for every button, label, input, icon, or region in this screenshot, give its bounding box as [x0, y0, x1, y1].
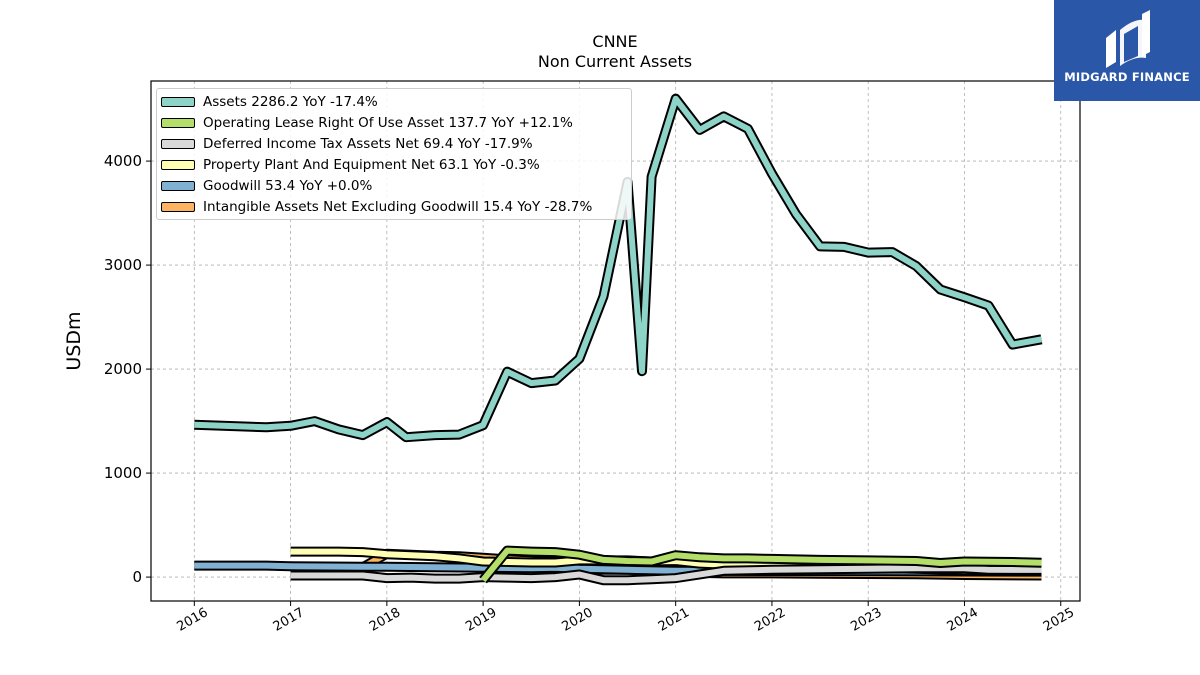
x-tick-label: 2023 [848, 605, 884, 635]
series-1-line [480, 547, 1042, 583]
x-tick-label: 2019 [463, 605, 499, 635]
legend-label: Goodwill 53.4 YoY +0.0% [203, 178, 373, 194]
legend-label: Assets 2286.2 YoY -17.4% [203, 94, 378, 110]
legend-item: Assets 2286.2 YoY -17.4% [161, 93, 378, 111]
y-tick-label: 1000 [104, 464, 142, 482]
series-layer [194, 93, 1043, 586]
y-tick-label: 3000 [104, 256, 142, 274]
y-tick-label: 4000 [104, 152, 142, 170]
x-tick-label: 2016 [174, 605, 210, 635]
y-tick-label: 2000 [104, 360, 142, 378]
legend-label: Deferred Income Tax Assets Net 69.4 YoY … [203, 136, 533, 152]
legend-label: Operating Lease Right Of Use Asset 137.7… [203, 115, 573, 131]
brand-logo: MIDGARD FINANCE [1054, 0, 1200, 101]
y-tick-label: 0 [132, 568, 142, 586]
legend-swatch [161, 202, 195, 212]
legend-swatch [161, 97, 195, 107]
x-tick-label: 2024 [945, 605, 981, 635]
x-tick-label: 2018 [367, 605, 403, 635]
legend-swatch [161, 181, 195, 191]
y-axis-label: USDm [63, 311, 85, 370]
chart-subtitle: Non Current Assets [537, 52, 693, 71]
legend-label: Property Plant And Equipment Net 63.1 Yo… [203, 157, 540, 173]
plot-border [150, 80, 1081, 602]
series-2-line [290, 565, 1042, 584]
x-tick-label: 2025 [1041, 605, 1077, 635]
series-0-line [194, 95, 1043, 441]
legend-swatch [161, 160, 195, 170]
legend-swatch [161, 118, 195, 128]
legend-item: Operating Lease Right Of Use Asset 137.7… [161, 114, 573, 132]
x-tick-label: 2021 [656, 605, 692, 635]
legend-item: Intangible Assets Net Excluding Goodwill… [161, 198, 592, 216]
logo-mark-icon [1106, 10, 1150, 68]
legend-swatch [161, 139, 195, 149]
x-tick-label: 2017 [271, 605, 307, 635]
x-tick-label: 2022 [752, 605, 788, 635]
legend-item: Deferred Income Tax Assets Net 69.4 YoY … [161, 135, 533, 153]
brand-name: MIDGARD FINANCE [1064, 70, 1190, 84]
legend-item: Property Plant And Equipment Net 63.1 Yo… [161, 156, 540, 174]
chart-title: CNNE [592, 32, 638, 51]
legend-item: Goodwill 53.4 YoY +0.0% [161, 177, 372, 195]
legend: Assets 2286.2 YoY -17.4% Operating Lease … [156, 88, 632, 220]
legend-label: Intangible Assets Net Excluding Goodwill… [203, 199, 593, 215]
x-tick-label: 2020 [560, 605, 596, 635]
